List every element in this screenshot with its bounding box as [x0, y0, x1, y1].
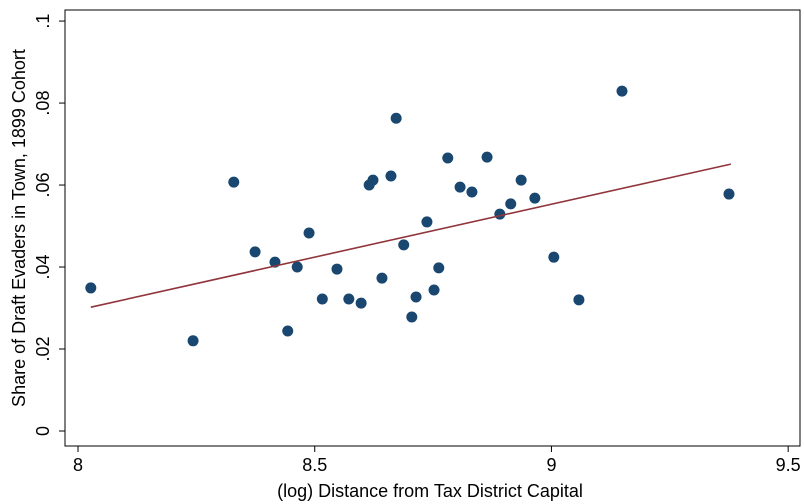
- point: [187, 335, 199, 347]
- point: [390, 112, 402, 124]
- y-tick-label: .02: [33, 336, 53, 361]
- point: [433, 262, 445, 274]
- point: [331, 263, 343, 275]
- point: [385, 170, 397, 182]
- point: [421, 216, 433, 228]
- x-tick-label: 8: [73, 455, 83, 475]
- fit-line: [90, 163, 732, 308]
- point: [481, 151, 493, 163]
- x-tick-label: 9: [546, 455, 556, 475]
- y-tick-label: .04: [33, 255, 53, 280]
- point: [442, 152, 454, 164]
- point: [616, 85, 628, 97]
- point: [573, 294, 585, 306]
- point: [85, 282, 97, 294]
- point: [406, 311, 418, 323]
- y-tick-label: .1: [33, 14, 53, 29]
- point: [291, 261, 303, 273]
- x-tick-label: 8.5: [302, 455, 327, 475]
- point: [316, 293, 328, 305]
- y-tick-label: .08: [33, 91, 53, 116]
- point: [376, 272, 388, 284]
- point: [282, 325, 294, 337]
- point: [515, 174, 527, 186]
- plot-frame: [64, 9, 801, 447]
- point: [548, 251, 560, 263]
- y-axis-title: Share of Draft Evaders in Town, 1899 Coh…: [9, 49, 29, 407]
- point: [249, 246, 261, 258]
- point: [723, 188, 735, 200]
- point: [228, 176, 240, 188]
- point: [466, 186, 478, 198]
- point: [367, 174, 379, 186]
- x-axis-title: (log) Distance from Tax District Capital: [277, 481, 583, 501]
- y-tick-label: 0: [33, 426, 53, 436]
- point: [303, 227, 315, 239]
- point: [529, 192, 541, 204]
- point: [355, 297, 367, 309]
- point: [428, 284, 440, 296]
- point: [454, 181, 466, 193]
- point: [398, 239, 410, 251]
- point: [343, 293, 355, 305]
- point: [505, 198, 517, 210]
- x-tick-label: 9.5: [776, 455, 801, 475]
- y-tick-label: .06: [33, 173, 53, 198]
- point: [410, 291, 422, 303]
